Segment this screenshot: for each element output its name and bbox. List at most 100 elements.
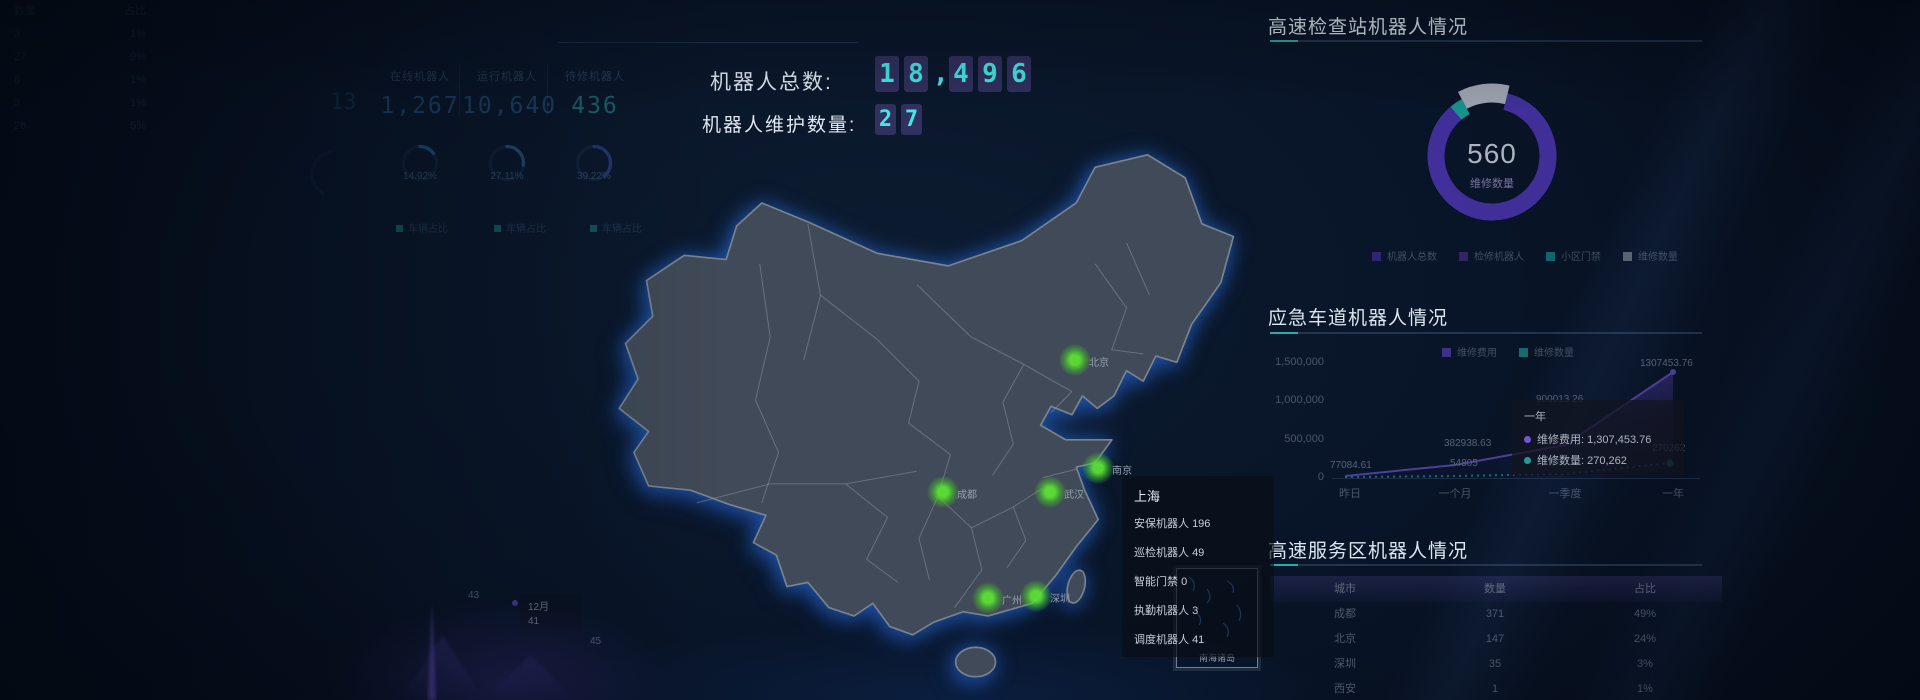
map-tooltip-shanghai: 上海 安保机器人 196 巡检机器人 49 智能门禁 0 执勤机器人 3 调度机… (1122, 476, 1274, 657)
maintain-robots-lcd: 2 7 (875, 104, 922, 135)
panel-checkpoint-underline (1270, 40, 1702, 42)
stat-running-robots: 运行机器人 10,640 (462, 68, 558, 119)
table-row: 6 1% (0, 69, 152, 92)
panel-service-underline (1270, 564, 1702, 566)
cell-pct: 49% (1633, 608, 1657, 620)
cell-count: 371 (1485, 608, 1505, 620)
cell-pct: 24% (1633, 633, 1657, 645)
table-row: 3 1% (0, 92, 152, 115)
lcd-digit: 4 (949, 56, 973, 92)
panel-emergency-title: 应急车道机器人情况 (1268, 308, 1449, 329)
gauge-legend-item[interactable]: 车辆占比 (494, 220, 546, 235)
table-row: 27 9% (0, 46, 152, 69)
cell-pct: 1% (130, 97, 146, 109)
legend-swatch (1459, 252, 1468, 261)
lcd-digit: 9 (978, 56, 1002, 92)
cell-count: 28 (14, 120, 27, 132)
cell-pct: 5% (130, 120, 146, 132)
legend-swatch (494, 225, 501, 232)
legend-swatch (396, 225, 403, 232)
map-tooltip-row: 巡检机器人 49 (1134, 547, 1205, 559)
lcd-comma: , (933, 59, 949, 89)
stat-repair-robots: 待修机器人 436 (550, 68, 640, 119)
gauge-value: 27.11% (490, 171, 524, 182)
teal-dot-icon (1524, 457, 1531, 464)
city-marker-guangzhou[interactable]: 广州 (972, 582, 1022, 614)
legend-swatch (590, 225, 597, 232)
panel-emergency-underline (1270, 332, 1702, 334)
city-marker-beijing[interactable]: 北京 (1059, 344, 1109, 376)
y-tick: 1,000,000 (1275, 394, 1324, 406)
legend-item[interactable]: 维修数量 (1623, 248, 1678, 263)
cell-city: 深圳 (1334, 658, 1356, 670)
table-row[interactable]: 深圳 35 3% (1270, 652, 1722, 677)
stat-online-robots: 在线机器人 1,267 (375, 68, 465, 119)
legend-item[interactable]: 检修机器人 (1459, 248, 1524, 263)
legend-swatch (1546, 252, 1555, 261)
cell-pct: 9% (130, 51, 146, 63)
column-header-count: 数量 (1484, 583, 1506, 595)
cell-pct: 1% (130, 28, 146, 40)
panel-checkpoint-title: 高速检查站机器人情况 (1268, 17, 1469, 38)
hainan-island (954, 646, 997, 678)
column-header: 占比 (124, 5, 146, 17)
cell-pct: 1% (1637, 683, 1653, 695)
divider-line (558, 42, 858, 43)
legend-swatch (1372, 252, 1381, 261)
city-label: 广州 (1002, 596, 1022, 607)
stat-partial-value: 13 (330, 90, 357, 115)
table-row[interactable]: 成都 371 49% (1270, 602, 1722, 627)
column-header-pct: 占比 (1634, 583, 1656, 595)
stat-label: 运行机器人 (477, 71, 537, 83)
maintain-robots-label: 机器人维护数量: (702, 115, 857, 136)
gauge-legend-label: 车辆占比 (506, 224, 546, 235)
legend-item[interactable]: 机器人总数 (1372, 248, 1437, 263)
purple-dot-icon (1524, 436, 1531, 443)
gauge-legend-item[interactable]: 车辆占比 (396, 220, 448, 235)
city-marker-nanjing[interactable]: 南京 (1082, 452, 1132, 484)
y-tick: 500,000 (1284, 433, 1324, 445)
emergency-chart-tooltip: 一年 维修费用: 1,307,453.76 维修数量: 270,262 (1512, 400, 1684, 476)
cell-count: 1 (1491, 683, 1499, 695)
cell-count: 6 (14, 74, 21, 86)
city-label: 成都 (957, 490, 977, 501)
stat-label: 在线机器人 (390, 71, 450, 83)
cell-pct: 3% (1637, 658, 1653, 670)
table-row[interactable]: 北京 147 24% (1270, 627, 1722, 652)
legend-item[interactable]: 小区门禁 (1546, 248, 1601, 263)
cell-count: 3 (14, 97, 21, 109)
table-header-row: 数量 占比 (0, 0, 152, 23)
stat-divider (459, 64, 460, 116)
total-robots-label: 机器人总数: (710, 71, 833, 94)
map-tooltip-row: 调度机器人 41 (1134, 634, 1205, 646)
checkpoint-donut-chart[interactable]: 560 维修数量 (1412, 72, 1572, 245)
lcd-digit: 8 (904, 56, 928, 92)
stat-value: 436 (571, 93, 619, 119)
cell-city: 成都 (1334, 608, 1356, 620)
donut-center: 560 维修数量 (1412, 138, 1572, 191)
city-label: 武汉 (1064, 490, 1084, 501)
lcd-digit: 6 (1007, 56, 1031, 92)
service-area-table: 城市 数量 占比 成都 371 49% 北京 147 24% 深圳 35 3% 西安 1 1% (1270, 576, 1722, 700)
map-tooltip-row: 智能门禁 0 (1134, 576, 1188, 588)
lcd-digit: 1 (875, 56, 899, 92)
tooltip-row: 维修费用: 1,307,453.76 (1524, 431, 1672, 447)
table-row[interactable]: 西安 1 1% (1270, 677, 1722, 700)
stat-value: 1,267 (380, 93, 460, 119)
cell-count: 3 (14, 28, 21, 40)
gauge-legend-label: 车辆占比 (408, 224, 448, 235)
stat-value: 10,640 (462, 93, 558, 119)
city-marker-chengdu[interactable]: 成都 (927, 476, 977, 508)
cell-count: 27 (14, 51, 27, 63)
city-label: 北京 (1089, 358, 1109, 369)
stat-divider (547, 64, 548, 116)
lcd-digit: 2 (875, 104, 896, 135)
column-header: 数量 (14, 5, 36, 17)
tooltip-title: 一年 (1524, 411, 1546, 423)
city-marker-wuhan[interactable]: 武汉 (1034, 476, 1084, 508)
cell-count: 35 (1488, 658, 1502, 670)
y-tick: 0 (1317, 471, 1324, 483)
cell-count: 147 (1485, 633, 1505, 645)
checkpoint-legend: 机器人总数 检修机器人 小区门禁 维修数量 (1372, 248, 1678, 263)
city-marker-shenzhen[interactable]: 深圳 (1020, 580, 1070, 612)
